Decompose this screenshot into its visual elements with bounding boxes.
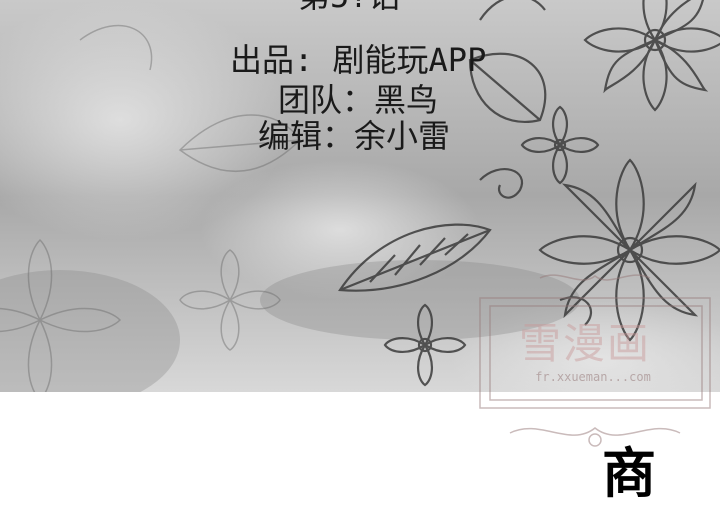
floral-illustration [0,0,720,392]
producer-credit: 出品: 剧能玩APP [230,41,487,79]
credits-block: 第5?话 出品: 剧能玩APP 团队：黑鸟 编辑：余小雷 [0,0,720,200]
watermark-frame [479,274,711,447]
watermark-url: fr.xxueman...com [535,370,651,384]
editor-credit: 编辑：余小雷 [258,117,451,155]
team-credit: 团队：黑鸟 [278,81,439,119]
floral-background-art [0,0,720,392]
watermark-text: 雪漫画 [518,319,651,368]
site-watermark: 雪漫画 fr.xxueman...com [470,268,720,468]
next-title-character: 商 [602,441,656,505]
chapter-heading: 第5?话 [298,0,598,12]
